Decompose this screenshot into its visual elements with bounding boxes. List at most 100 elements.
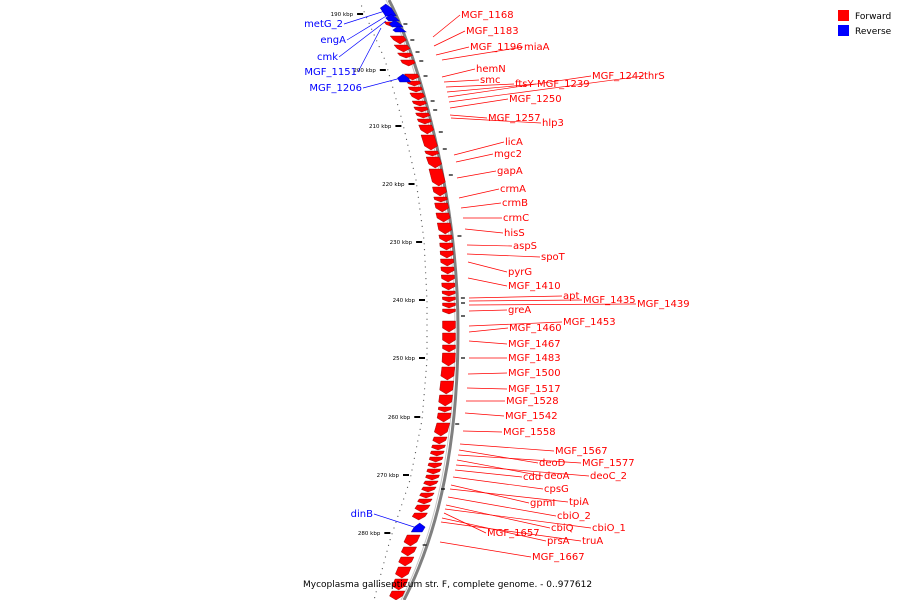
gene-label-lica[interactable]: licA: [505, 137, 523, 148]
gene-label-smc[interactable]: smc: [480, 75, 500, 86]
gene-label-mgf-1517[interactable]: MGF_1517: [508, 384, 561, 395]
gene-label-apt[interactable]: apt: [563, 291, 579, 302]
forward-gene-feature: [438, 234, 453, 243]
minor-tick: [405, 492, 407, 494]
gene-label-mgf-1528[interactable]: MGF_1528: [506, 396, 559, 407]
gene-label-mgf-1250[interactable]: MGF_1250: [509, 94, 562, 105]
gene-label-mgf-1206[interactable]: MGF_1206: [309, 83, 362, 94]
legend-swatch-reverse: [838, 25, 849, 36]
gene-label-tpia[interactable]: tpiA: [569, 497, 589, 508]
forward-gene-feature: [403, 534, 421, 547]
gene-label-hlp3[interactable]: hlp3: [542, 118, 564, 129]
minor-tick: [373, 34, 375, 36]
gene-label-mgf-1183[interactable]: MGF_1183: [466, 26, 519, 37]
label-leader-line: [445, 83, 515, 88]
gene-label-crmc[interactable]: crmC: [503, 213, 529, 224]
gene-label-cdd[interactable]: cdd: [523, 472, 541, 483]
gene-label-cbio-1[interactable]: cbiO_1: [592, 523, 626, 534]
minor-tick: [397, 515, 399, 518]
gene-label-mgf-1542[interactable]: MGF_1542: [505, 411, 558, 422]
forward-gene-feature: [439, 242, 454, 251]
scale-ticks: 190 kbp 200 kbp 210 kbp 220 kbp 230 kbp 240 k…: [331, 12, 425, 537]
gene-label-deoc-2[interactable]: deoC_2: [590, 471, 627, 482]
gene-label-mgf-1567[interactable]: MGF_1567: [555, 446, 608, 457]
minor-tick: [420, 220, 423, 222]
gene-label-mgf-1453[interactable]: MGF_1453: [563, 317, 616, 328]
label-leader-line: [433, 30, 466, 47]
genome-backbone-inner: [385, 0, 456, 600]
gene-label-hemn[interactable]: hemN: [476, 64, 506, 75]
legend-swatch-forward: [838, 10, 849, 21]
gene-label-trua[interactable]: truA: [582, 536, 603, 547]
gene-label-prsa[interactable]: prsA: [547, 536, 570, 547]
minor-tick: [407, 144, 409, 146]
gene-label-enga[interactable]: engA: [320, 35, 346, 46]
gene-label-gapa[interactable]: gapA: [497, 166, 523, 177]
label-leader-line: [458, 449, 539, 464]
forward-gene-feature: [428, 456, 444, 463]
gene-label-mgf-1460[interactable]: MGF_1460: [509, 323, 562, 334]
minor-tick: [389, 539, 391, 541]
minor-tick: [425, 365, 428, 367]
gene-label-pyrg[interactable]: pyrG: [508, 267, 532, 278]
minor-tick: [423, 399, 425, 401]
scale-tick-label: 250 kbp: [393, 356, 416, 362]
label-leader-line: [439, 541, 532, 558]
gene-label-hiss[interactable]: hisS: [504, 228, 525, 239]
gene-label-mgf-1239[interactable]: MGF_1239: [537, 79, 590, 90]
gene-label-deoa[interactable]: deoA: [544, 471, 570, 482]
gene-features: [379, 3, 465, 600]
gene-label-mgf-1151[interactable]: MGF_1151: [304, 67, 357, 78]
gene-label-mgf-1439[interactable]: MGF_1439: [637, 299, 690, 310]
forward-gene-feature: [421, 486, 437, 493]
gene-label-deod[interactable]: deoD: [539, 458, 566, 469]
gene-label-mgf-1435[interactable]: MGF_1435: [583, 295, 636, 306]
minor-tick: [416, 446, 418, 448]
gene-label-mgf-1467[interactable]: MGF_1467: [508, 339, 561, 350]
scale-tick-label: 210 kbp: [369, 124, 392, 130]
gene-label-cpsg[interactable]: cpsG: [544, 484, 569, 495]
gene-label-mgf-1196[interactable]: MGF_1196: [470, 42, 523, 53]
minor-tick: [426, 324, 428, 326]
minor-tick: [425, 272, 427, 274]
label-leader-line: [456, 170, 497, 179]
gene-label-mgf-1500[interactable]: MGF_1500: [508, 368, 561, 379]
gene-label-mgf-1577[interactable]: MGF_1577: [582, 458, 635, 469]
gene-label-miaa[interactable]: miaA: [524, 42, 550, 53]
gene-label-thrs[interactable]: thrS: [644, 71, 665, 82]
gene-label-mgf-1242[interactable]: MGF_1242: [592, 71, 645, 82]
legend-label-reverse: Reverse: [855, 27, 892, 37]
minor-tick: [376, 40, 378, 42]
minor-tick: [421, 225, 423, 227]
minor-tick: [426, 359, 428, 361]
minor-tick: [404, 133, 406, 135]
gene-label-ftsy[interactable]: ftsY: [515, 79, 534, 90]
legend-label-forward: Forward: [855, 12, 891, 22]
gene-label-mgf-1168[interactable]: MGF_1168: [461, 10, 514, 21]
gene-label-cbio-2[interactable]: cbiO_2: [557, 511, 591, 522]
minor-tick: [419, 428, 421, 430]
label-leader-line: [441, 46, 524, 61]
gene-label-asps[interactable]: aspS: [513, 241, 537, 252]
gene-label-mgf-1558[interactable]: MGF_1558: [503, 427, 556, 438]
gene-label-dinb[interactable]: dinB: [351, 509, 373, 520]
gene-label-cmk[interactable]: cmk: [317, 52, 338, 63]
label-leader-line: [462, 430, 503, 433]
gene-label-spot[interactable]: spoT: [541, 252, 566, 263]
minor-tick: [423, 249, 426, 251]
gene-label-mgf-1483[interactable]: MGF_1483: [508, 353, 561, 364]
gene-label-mgf-1410[interactable]: MGF_1410: [508, 281, 561, 292]
gene-label-mgc2[interactable]: mgc2: [494, 149, 522, 160]
gene-label-cbiq[interactable]: cbiQ: [551, 523, 574, 534]
minor-tick: [385, 63, 387, 65]
gene-label-mgf-1667[interactable]: MGF_1667: [532, 552, 585, 563]
gene-label-crma[interactable]: crmA: [500, 184, 526, 195]
minor-tick: [411, 162, 413, 164]
gene-label-gpmi[interactable]: gpmI: [530, 498, 555, 509]
gene-label-metg-2[interactable]: metG_2: [304, 19, 343, 30]
minor-tick: [408, 150, 410, 152]
gene-label-mgf-1257[interactable]: MGF_1257: [488, 113, 541, 124]
gene-label-crmb[interactable]: crmB: [502, 198, 528, 209]
gene-label-grea[interactable]: greA: [508, 305, 531, 316]
gene-label-mgf-1657[interactable]: MGF_1657: [487, 528, 540, 539]
